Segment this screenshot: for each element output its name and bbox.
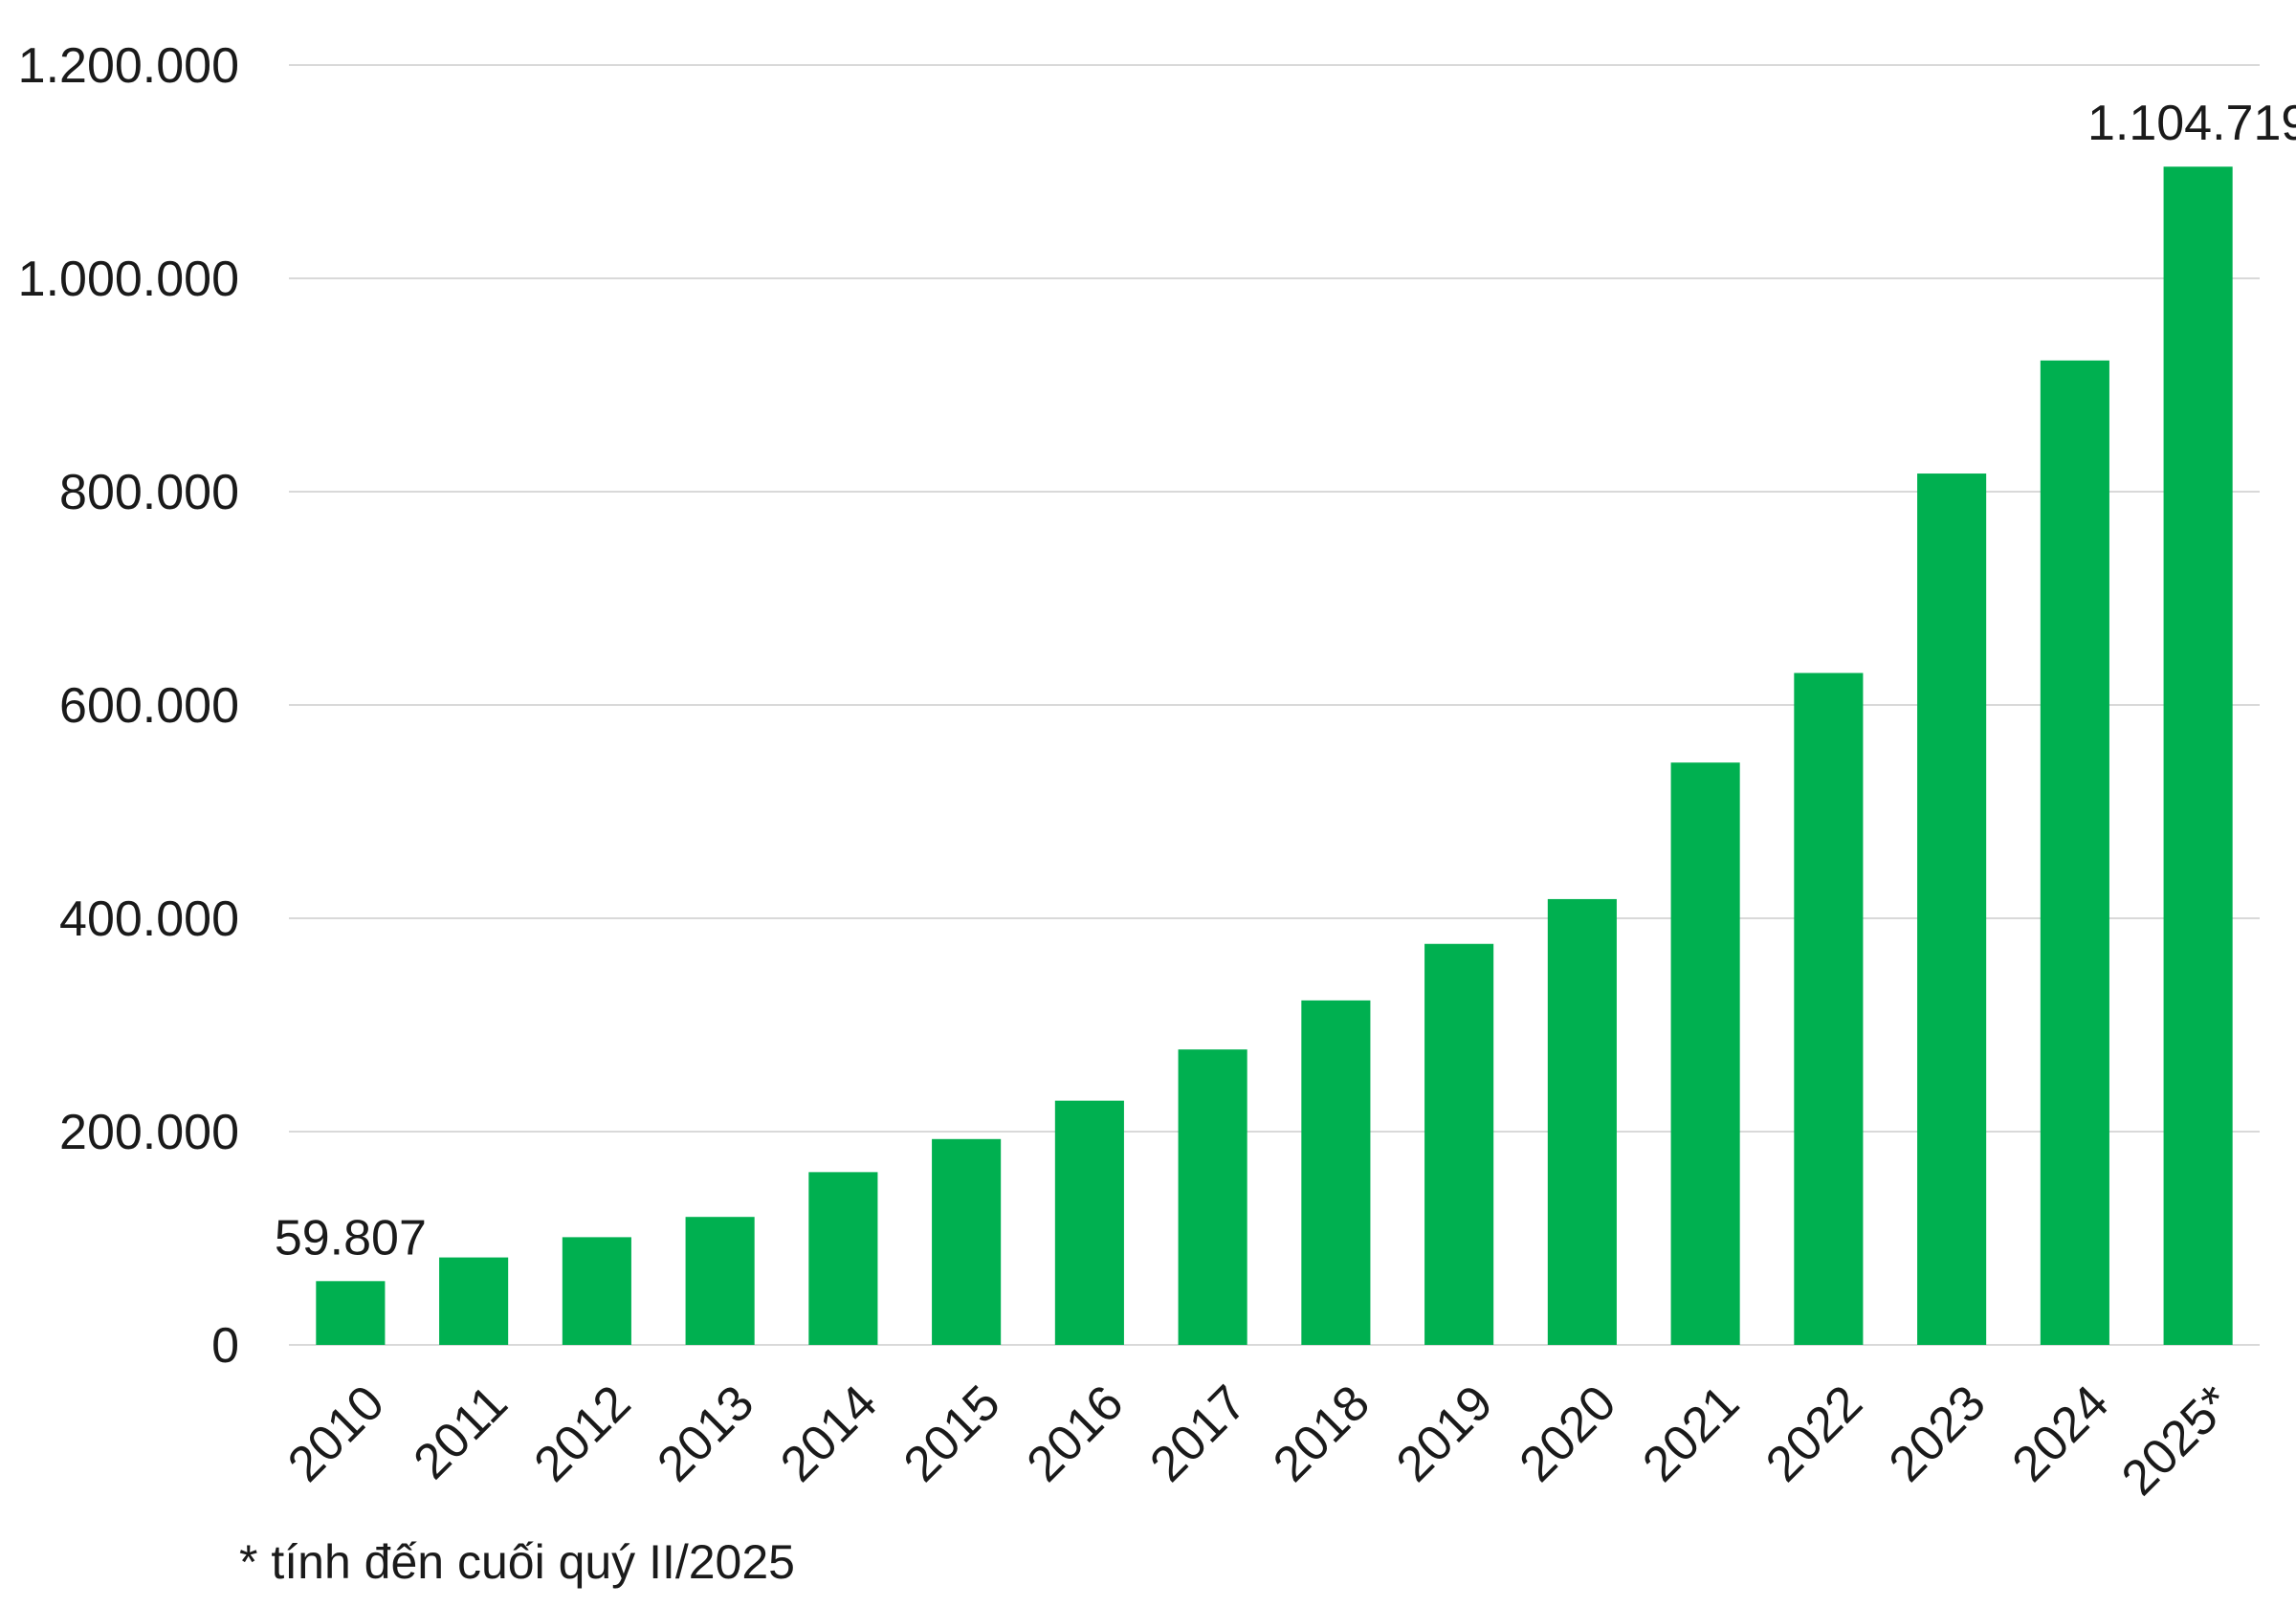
y-tick-label: 1.200.000 bbox=[18, 38, 239, 94]
x-tick-label: 2011 bbox=[404, 1375, 519, 1489]
gridlines bbox=[289, 64, 2260, 1346]
x-tick-label: 2017 bbox=[1139, 1375, 1257, 1492]
bar-2022 bbox=[1794, 672, 1864, 1345]
bar-2020 bbox=[1547, 898, 1617, 1345]
x-tick-label: 2010 bbox=[277, 1375, 395, 1492]
bar-2024 bbox=[2040, 360, 2109, 1346]
y-tick-label: 800.000 bbox=[59, 465, 239, 520]
data-label: 1.104.719 bbox=[2087, 96, 2296, 151]
x-tick-label: 2020 bbox=[1510, 1375, 1627, 1492]
bar-2019 bbox=[1424, 943, 1494, 1345]
bar-2023 bbox=[1917, 473, 1987, 1345]
bar-2013 bbox=[685, 1217, 755, 1345]
x-tick-label: 2013 bbox=[647, 1375, 764, 1492]
y-tick-label: 1.000.000 bbox=[18, 252, 239, 307]
bar-2014 bbox=[808, 1172, 878, 1345]
bar-2017 bbox=[1178, 1049, 1247, 1345]
x-tick-label: 2016 bbox=[1017, 1375, 1135, 1492]
x-tick-label: 2014 bbox=[770, 1375, 888, 1492]
x-axis-tick-labels: 2010 2011 2012 2013 2014 2015 2016 2017 2018 2019… bbox=[277, 1375, 2242, 1506]
y-tick-label: 0 bbox=[211, 1318, 239, 1374]
bar-2011 bbox=[439, 1257, 509, 1345]
y-tick-label: 200.000 bbox=[59, 1105, 239, 1160]
x-tick-label: 2015 bbox=[894, 1375, 1011, 1492]
y-tick-label: 400.000 bbox=[59, 892, 239, 947]
bar-2018 bbox=[1301, 1000, 1371, 1345]
x-tick-label: 2018 bbox=[1263, 1375, 1380, 1492]
data-labels: 59.807 1.104.719 bbox=[275, 96, 2296, 1266]
x-tick-label: 2021 bbox=[1632, 1375, 1750, 1492]
x-tick-label: 2024 bbox=[2002, 1375, 2120, 1492]
y-axis-tick-labels: 0 200.000 400.000 600.000 800.000 1.000.000 1.… bbox=[18, 38, 239, 1374]
footnote: * tính đến cuối quý II/2025 bbox=[239, 1535, 795, 1589]
x-tick-label: 2019 bbox=[1386, 1375, 1504, 1492]
y-tick-label: 600.000 bbox=[59, 678, 239, 734]
x-tick-label: 2025* bbox=[2111, 1375, 2242, 1506]
bar-2021 bbox=[1670, 762, 1740, 1345]
data-label: 59.807 bbox=[275, 1210, 427, 1266]
bar-2010 bbox=[316, 1281, 386, 1345]
x-tick-label: 2022 bbox=[1755, 1375, 1873, 1492]
bar-2012 bbox=[562, 1237, 631, 1345]
bars bbox=[316, 166, 2233, 1346]
x-tick-label: 2012 bbox=[524, 1375, 642, 1492]
bar-2025 bbox=[2163, 166, 2233, 1346]
bar-2016 bbox=[1054, 1100, 1124, 1345]
bar-2015 bbox=[932, 1138, 1002, 1345]
x-tick-label: 2023 bbox=[1879, 1375, 1997, 1492]
